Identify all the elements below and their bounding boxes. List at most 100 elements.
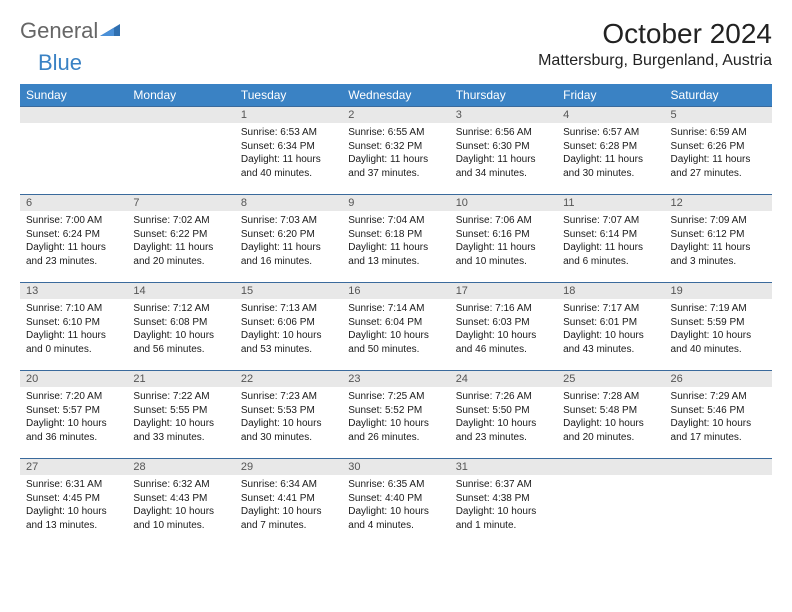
calendar-cell: 14Sunrise: 7:12 AMSunset: 6:08 PMDayligh… xyxy=(127,283,234,371)
location-text: Mattersburg, Burgenland, Austria xyxy=(538,52,772,70)
calendar-cell: 15Sunrise: 7:13 AMSunset: 6:06 PMDayligh… xyxy=(235,283,342,371)
brand-logo: General xyxy=(20,18,122,44)
calendar-cell: 26Sunrise: 7:29 AMSunset: 5:46 PMDayligh… xyxy=(665,371,772,459)
calendar-week-row: 1Sunrise: 6:53 AMSunset: 6:34 PMDaylight… xyxy=(20,107,772,195)
calendar-cell: 13Sunrise: 7:10 AMSunset: 6:10 PMDayligh… xyxy=(20,283,127,371)
calendar-cell: 7Sunrise: 7:02 AMSunset: 6:22 PMDaylight… xyxy=(127,195,234,283)
day-details: Sunrise: 7:14 AMSunset: 6:04 PMDaylight:… xyxy=(342,299,449,360)
day-number: 23 xyxy=(342,371,449,387)
day-details: Sunrise: 7:06 AMSunset: 6:16 PMDaylight:… xyxy=(450,211,557,272)
calendar-cell: 11Sunrise: 7:07 AMSunset: 6:14 PMDayligh… xyxy=(557,195,664,283)
calendar-cell: 28Sunrise: 6:32 AMSunset: 4:43 PMDayligh… xyxy=(127,459,234,547)
day-number: 28 xyxy=(127,459,234,475)
day-number: 14 xyxy=(127,283,234,299)
day-details: Sunrise: 7:22 AMSunset: 5:55 PMDaylight:… xyxy=(127,387,234,448)
calendar-cell: 30Sunrise: 6:35 AMSunset: 4:40 PMDayligh… xyxy=(342,459,449,547)
day-number: 24 xyxy=(450,371,557,387)
day-number: 5 xyxy=(665,107,772,123)
calendar-body: 1Sunrise: 6:53 AMSunset: 6:34 PMDaylight… xyxy=(20,107,772,547)
day-number: 8 xyxy=(235,195,342,211)
day-details: Sunrise: 6:53 AMSunset: 6:34 PMDaylight:… xyxy=(235,123,342,184)
day-details: Sunrise: 7:00 AMSunset: 6:24 PMDaylight:… xyxy=(20,211,127,272)
day-details: Sunrise: 7:26 AMSunset: 5:50 PMDaylight:… xyxy=(450,387,557,448)
day-number-empty xyxy=(127,107,234,123)
day-number: 15 xyxy=(235,283,342,299)
calendar-cell: 12Sunrise: 7:09 AMSunset: 6:12 PMDayligh… xyxy=(665,195,772,283)
day-details: Sunrise: 6:31 AMSunset: 4:45 PMDaylight:… xyxy=(20,475,127,536)
calendar-week-row: 20Sunrise: 7:20 AMSunset: 5:57 PMDayligh… xyxy=(20,371,772,459)
day-header: Thursday xyxy=(450,84,557,107)
calendar-cell: 6Sunrise: 7:00 AMSunset: 6:24 PMDaylight… xyxy=(20,195,127,283)
day-number: 9 xyxy=(342,195,449,211)
month-title: October 2024 xyxy=(538,18,772,50)
day-details: Sunrise: 7:23 AMSunset: 5:53 PMDaylight:… xyxy=(235,387,342,448)
calendar-table: SundayMondayTuesdayWednesdayThursdayFrid… xyxy=(20,84,772,547)
day-details: Sunrise: 7:03 AMSunset: 6:20 PMDaylight:… xyxy=(235,211,342,272)
calendar-cell xyxy=(665,459,772,547)
day-details: Sunrise: 6:37 AMSunset: 4:38 PMDaylight:… xyxy=(450,475,557,536)
day-details: Sunrise: 7:07 AMSunset: 6:14 PMDaylight:… xyxy=(557,211,664,272)
day-header: Tuesday xyxy=(235,84,342,107)
brand-text-general: General xyxy=(20,18,98,44)
title-block: October 2024 Mattersburg, Burgenland, Au… xyxy=(538,18,772,70)
calendar-cell: 22Sunrise: 7:23 AMSunset: 5:53 PMDayligh… xyxy=(235,371,342,459)
day-number: 11 xyxy=(557,195,664,211)
day-details: Sunrise: 7:29 AMSunset: 5:46 PMDaylight:… xyxy=(665,387,772,448)
day-header: Sunday xyxy=(20,84,127,107)
day-details: Sunrise: 7:25 AMSunset: 5:52 PMDaylight:… xyxy=(342,387,449,448)
day-details: Sunrise: 6:32 AMSunset: 4:43 PMDaylight:… xyxy=(127,475,234,536)
brand-text-blue: Blue xyxy=(38,50,82,76)
calendar-cell: 5Sunrise: 6:59 AMSunset: 6:26 PMDaylight… xyxy=(665,107,772,195)
calendar-cell xyxy=(557,459,664,547)
day-header: Monday xyxy=(127,84,234,107)
day-number: 17 xyxy=(450,283,557,299)
day-details: Sunrise: 7:13 AMSunset: 6:06 PMDaylight:… xyxy=(235,299,342,360)
day-number: 19 xyxy=(665,283,772,299)
day-details: Sunrise: 7:12 AMSunset: 6:08 PMDaylight:… xyxy=(127,299,234,360)
day-details: Sunrise: 6:35 AMSunset: 4:40 PMDaylight:… xyxy=(342,475,449,536)
calendar-week-row: 13Sunrise: 7:10 AMSunset: 6:10 PMDayligh… xyxy=(20,283,772,371)
calendar-cell: 21Sunrise: 7:22 AMSunset: 5:55 PMDayligh… xyxy=(127,371,234,459)
calendar-cell: 23Sunrise: 7:25 AMSunset: 5:52 PMDayligh… xyxy=(342,371,449,459)
day-details: Sunrise: 7:02 AMSunset: 6:22 PMDaylight:… xyxy=(127,211,234,272)
calendar-cell: 1Sunrise: 6:53 AMSunset: 6:34 PMDaylight… xyxy=(235,107,342,195)
day-details: Sunrise: 7:16 AMSunset: 6:03 PMDaylight:… xyxy=(450,299,557,360)
day-details: Sunrise: 6:57 AMSunset: 6:28 PMDaylight:… xyxy=(557,123,664,184)
calendar-cell: 19Sunrise: 7:19 AMSunset: 5:59 PMDayligh… xyxy=(665,283,772,371)
day-number: 13 xyxy=(20,283,127,299)
calendar-cell xyxy=(127,107,234,195)
day-number: 1 xyxy=(235,107,342,123)
day-number: 4 xyxy=(557,107,664,123)
calendar-cell: 24Sunrise: 7:26 AMSunset: 5:50 PMDayligh… xyxy=(450,371,557,459)
day-number: 26 xyxy=(665,371,772,387)
calendar-cell: 17Sunrise: 7:16 AMSunset: 6:03 PMDayligh… xyxy=(450,283,557,371)
brand-triangle-icon xyxy=(100,22,122,38)
day-details: Sunrise: 7:09 AMSunset: 6:12 PMDaylight:… xyxy=(665,211,772,272)
day-header: Wednesday xyxy=(342,84,449,107)
day-details: Sunrise: 6:55 AMSunset: 6:32 PMDaylight:… xyxy=(342,123,449,184)
day-details: Sunrise: 6:34 AMSunset: 4:41 PMDaylight:… xyxy=(235,475,342,536)
calendar-cell: 16Sunrise: 7:14 AMSunset: 6:04 PMDayligh… xyxy=(342,283,449,371)
day-details: Sunrise: 7:19 AMSunset: 5:59 PMDaylight:… xyxy=(665,299,772,360)
day-number: 3 xyxy=(450,107,557,123)
day-number: 2 xyxy=(342,107,449,123)
day-number: 6 xyxy=(20,195,127,211)
calendar-cell: 25Sunrise: 7:28 AMSunset: 5:48 PMDayligh… xyxy=(557,371,664,459)
day-number: 16 xyxy=(342,283,449,299)
calendar-header-row: SundayMondayTuesdayWednesdayThursdayFrid… xyxy=(20,84,772,107)
day-number-empty xyxy=(665,459,772,475)
day-details: Sunrise: 7:20 AMSunset: 5:57 PMDaylight:… xyxy=(20,387,127,448)
calendar-cell: 27Sunrise: 6:31 AMSunset: 4:45 PMDayligh… xyxy=(20,459,127,547)
calendar-cell: 29Sunrise: 6:34 AMSunset: 4:41 PMDayligh… xyxy=(235,459,342,547)
day-number: 22 xyxy=(235,371,342,387)
day-number: 7 xyxy=(127,195,234,211)
day-number: 12 xyxy=(665,195,772,211)
day-number: 29 xyxy=(235,459,342,475)
calendar-cell: 31Sunrise: 6:37 AMSunset: 4:38 PMDayligh… xyxy=(450,459,557,547)
calendar-cell: 10Sunrise: 7:06 AMSunset: 6:16 PMDayligh… xyxy=(450,195,557,283)
calendar-cell: 20Sunrise: 7:20 AMSunset: 5:57 PMDayligh… xyxy=(20,371,127,459)
day-details: Sunrise: 7:17 AMSunset: 6:01 PMDaylight:… xyxy=(557,299,664,360)
calendar-cell: 3Sunrise: 6:56 AMSunset: 6:30 PMDaylight… xyxy=(450,107,557,195)
calendar-cell: 4Sunrise: 6:57 AMSunset: 6:28 PMDaylight… xyxy=(557,107,664,195)
day-number: 10 xyxy=(450,195,557,211)
